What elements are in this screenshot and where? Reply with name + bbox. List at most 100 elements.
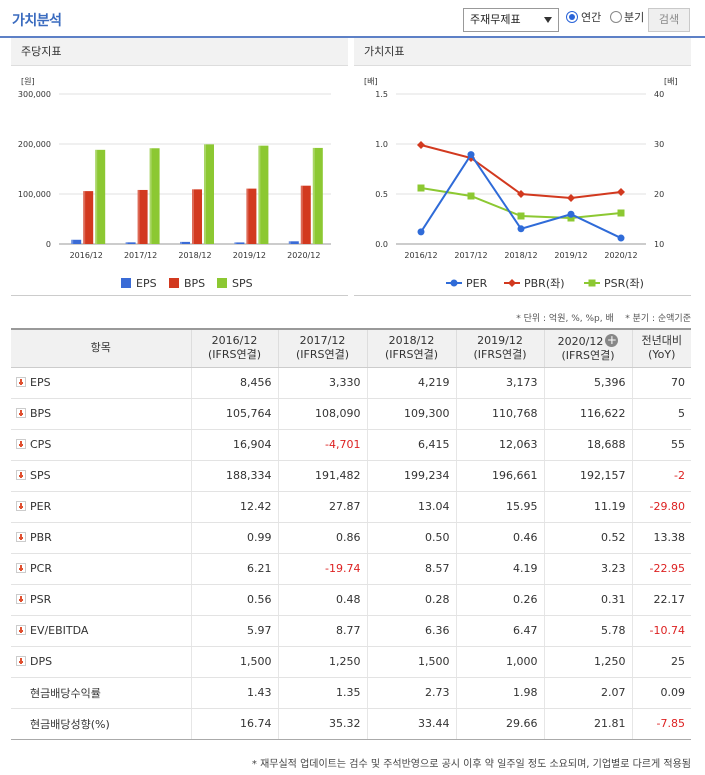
expand-row-plus-icon[interactable] — [16, 377, 26, 387]
table-cell: 0.99 — [190, 522, 278, 554]
point-per — [567, 210, 575, 218]
row-label-cell[interactable]: PCR — [11, 553, 191, 585]
col-header-2020-12: 2020/12 + (IFRS연결) — [543, 328, 632, 368]
row-label-cell[interactable]: CPS — [11, 429, 191, 461]
row-label-cell[interactable]: BPS — [11, 398, 191, 430]
table-cell: 6.36 — [366, 615, 456, 647]
point-psr — [417, 184, 425, 192]
per-share-chart-panel: 주당지표 [원] 300,000 200,000 100,000 0 2016/12 201… — [11, 38, 348, 296]
row-label: PSR — [30, 593, 52, 606]
statement-select[interactable]: 주재무제표 — [463, 8, 559, 32]
yoy-cell: 25 — [631, 646, 691, 678]
row-label-cell[interactable]: PBR — [11, 522, 191, 554]
legend-marker-pbr — [508, 279, 516, 287]
row-label: 현금배당성향(%) — [30, 717, 110, 731]
col-header-basis: (IFRS연결) — [295, 348, 350, 362]
per-share-panel-title: 주당지표 — [11, 38, 348, 66]
bar-highlight — [95, 149, 98, 244]
bar-highlight — [312, 147, 315, 244]
table-cell: -19.74 — [277, 553, 367, 585]
table-cell: 6,415 — [366, 429, 456, 461]
radio-annual-label[interactable]: 연간 — [581, 11, 602, 24]
x-tick-label: 2016/12 — [70, 251, 103, 260]
table-row: 현금배당수익률 1.43 1.35 2.73 1.98 2.07 0.09 — [11, 677, 691, 709]
bar-eps — [180, 241, 190, 244]
table-cell: 109,300 — [366, 398, 456, 430]
row-label-cell[interactable]: DPS — [11, 646, 191, 678]
expand-row-plus-icon[interactable] — [16, 408, 26, 418]
expand-row-plus-icon[interactable] — [16, 594, 26, 604]
yoy-cell: 70 — [631, 367, 691, 399]
bar-eps — [71, 239, 82, 244]
table-cell: 0.50 — [366, 522, 456, 554]
legend-label-sps: SPS — [232, 277, 253, 290]
bar-sps — [258, 145, 269, 244]
bar-highlight — [137, 189, 140, 244]
valuation-line-chart: [배] [배] 1.5 40 1.0 30 0.5 20 0.0 10 2016/12 2017/12… — [364, 77, 678, 290]
table-cell: 5,396 — [543, 367, 632, 399]
radio-quarter-label[interactable]: 분기 — [624, 11, 645, 24]
table-cell: 8,456 — [190, 367, 278, 399]
expand-columns-plus-icon[interactable]: + — [605, 332, 619, 347]
expand-row-plus-icon[interactable] — [16, 501, 26, 511]
table-header-row: 항목 2016/12 (IFRS연결) 2017/12 (IFRS연결) 2018/12… — [11, 328, 691, 368]
table-cell: 0.52 — [543, 522, 632, 554]
bar-bps — [192, 189, 202, 244]
table-row: EV/EBITDA 5.97 8.77 6.36 6.47 5.78 -10.74 — [11, 615, 691, 647]
table-cell: 3.23 — [543, 553, 632, 585]
table-cell: 1,000 — [455, 646, 544, 678]
col-header-basis: (IFRS연결) — [207, 348, 262, 362]
point-pbr — [517, 190, 525, 198]
table-cell: 13.04 — [366, 491, 456, 523]
x-tick-label: 2017/12 — [454, 251, 487, 260]
y-left-tick-label: 0.5 — [375, 190, 388, 199]
radio-quarter[interactable] — [610, 11, 622, 23]
row-label: PCR — [30, 562, 52, 575]
y-left-tick-label: 0.0 — [375, 240, 388, 249]
expand-row-plus-icon[interactable] — [16, 656, 26, 666]
table-cell: 16,904 — [190, 429, 278, 461]
y-tick-label: 100,000 — [18, 190, 51, 199]
table-cell: 199,234 — [366, 460, 456, 492]
table-cell: 27.87 — [277, 491, 367, 523]
yoy-cell: -10.74 — [631, 615, 691, 647]
table-cell: 188,334 — [190, 460, 278, 492]
y-left-tick-label: 1.5 — [375, 90, 388, 99]
col-header-basis: (IFRS연결) — [473, 348, 527, 362]
yoy-cell: 13.38 — [631, 522, 691, 554]
row-label-cell[interactable]: PER — [11, 491, 191, 523]
row-label-cell[interactable]: EPS — [11, 367, 191, 399]
row-label-cell[interactable]: PSR — [11, 584, 191, 616]
point-psr — [617, 209, 625, 217]
row-label: EV/EBITDA — [30, 624, 89, 637]
row-label: PBR — [30, 531, 52, 544]
table-cell: 1,250 — [277, 646, 367, 678]
yoy-cell: -2 — [631, 460, 691, 492]
point-psr — [517, 212, 525, 220]
table-cell: 18,688 — [543, 429, 632, 461]
bar-highlight — [234, 242, 237, 244]
table-row: CPS 16,904 -4,701 6,415 12,063 18,688 55 — [11, 429, 691, 461]
yoy-cell: -7.85 — [631, 708, 691, 740]
row-label: BPS — [30, 407, 52, 420]
row-label-cell[interactable]: SPS — [11, 460, 191, 492]
table-cell: 16.74 — [190, 708, 278, 740]
table-row: PCR 6.21 -19.74 8.57 4.19 3.23 -22.95 — [11, 553, 691, 585]
table-cell: 21.81 — [543, 708, 632, 740]
row-label-cell[interactable]: EV/EBITDA — [11, 615, 191, 647]
expand-row-plus-icon[interactable] — [16, 625, 26, 635]
search-button[interactable]: 검색 — [648, 8, 690, 32]
col-header-2017-12: 2017/12 (IFRS연결) — [277, 328, 367, 368]
legend-label-psr: PSR(좌) — [604, 277, 644, 290]
col-header-basis: (IFRS연결) — [561, 348, 615, 362]
row-label: DPS — [30, 655, 53, 668]
yoy-cell: -29.80 — [631, 491, 691, 523]
x-tick-label: 2017/12 — [124, 251, 157, 260]
table-cell: 1,250 — [543, 646, 632, 678]
radio-annual[interactable] — [566, 11, 578, 23]
expand-row-plus-icon[interactable] — [16, 563, 26, 573]
expand-row-plus-icon[interactable] — [16, 532, 26, 542]
col-header-yoy-sub: (YoY) — [648, 348, 676, 362]
expand-row-plus-icon[interactable] — [16, 470, 26, 480]
expand-row-plus-icon[interactable] — [16, 439, 26, 449]
